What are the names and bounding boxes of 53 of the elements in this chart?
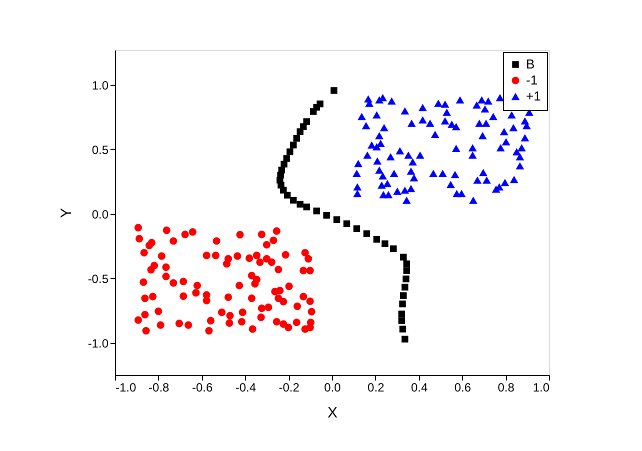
point	[303, 204, 310, 210]
point	[353, 225, 360, 232]
point	[382, 240, 388, 248]
point	[373, 236, 380, 243]
x-tick-label: 1.0	[532, 380, 550, 394]
x-tick-label: -0.8	[148, 380, 170, 394]
x-tick-label: 0.8	[498, 380, 515, 394]
point	[280, 160, 288, 168]
point	[343, 220, 350, 228]
point	[293, 134, 300, 142]
point	[333, 216, 340, 223]
point	[323, 212, 330, 219]
legend-label: +1	[526, 88, 541, 104]
point	[402, 336, 408, 342]
point	[400, 254, 407, 260]
point	[403, 260, 410, 268]
point	[398, 310, 406, 318]
y-tick-label: -0.5	[88, 272, 109, 286]
x-tick-label: -1.0	[116, 380, 137, 394]
x-tick-label: -0.2	[278, 380, 300, 394]
y-tick-label: -1.0	[88, 336, 109, 350]
point	[283, 155, 290, 162]
point	[399, 326, 406, 332]
point	[400, 292, 407, 299]
x-axis-title: X	[327, 404, 338, 422]
point	[399, 300, 406, 308]
point	[286, 148, 294, 156]
point	[290, 142, 297, 148]
y-tick-label: 1.0	[92, 78, 109, 92]
legend-label: -1	[526, 72, 538, 88]
point	[403, 267, 410, 274]
x-tick-label: 0.0	[324, 380, 342, 394]
x-tick-label: 0.2	[368, 380, 385, 394]
y-tick-label: 0.0	[92, 207, 109, 222]
point	[296, 128, 304, 135]
point	[296, 200, 304, 208]
y-axis-title: Y	[58, 208, 75, 218]
point	[284, 192, 291, 199]
point	[313, 208, 320, 214]
x-tick-label: 0.4	[410, 380, 428, 394]
point	[290, 196, 297, 204]
point	[398, 317, 406, 324]
x-tick-label: 0.6	[454, 380, 472, 394]
point	[363, 230, 370, 238]
point	[310, 108, 317, 115]
legend-label: B	[526, 56, 535, 72]
point	[330, 87, 338, 94]
x-tick-label: -0.4	[235, 380, 256, 394]
y-tick-label: 0.5	[92, 142, 109, 157]
point	[390, 245, 397, 252]
point	[402, 276, 410, 282]
point	[402, 284, 408, 291]
x-tick-label: -0.6	[192, 380, 213, 394]
